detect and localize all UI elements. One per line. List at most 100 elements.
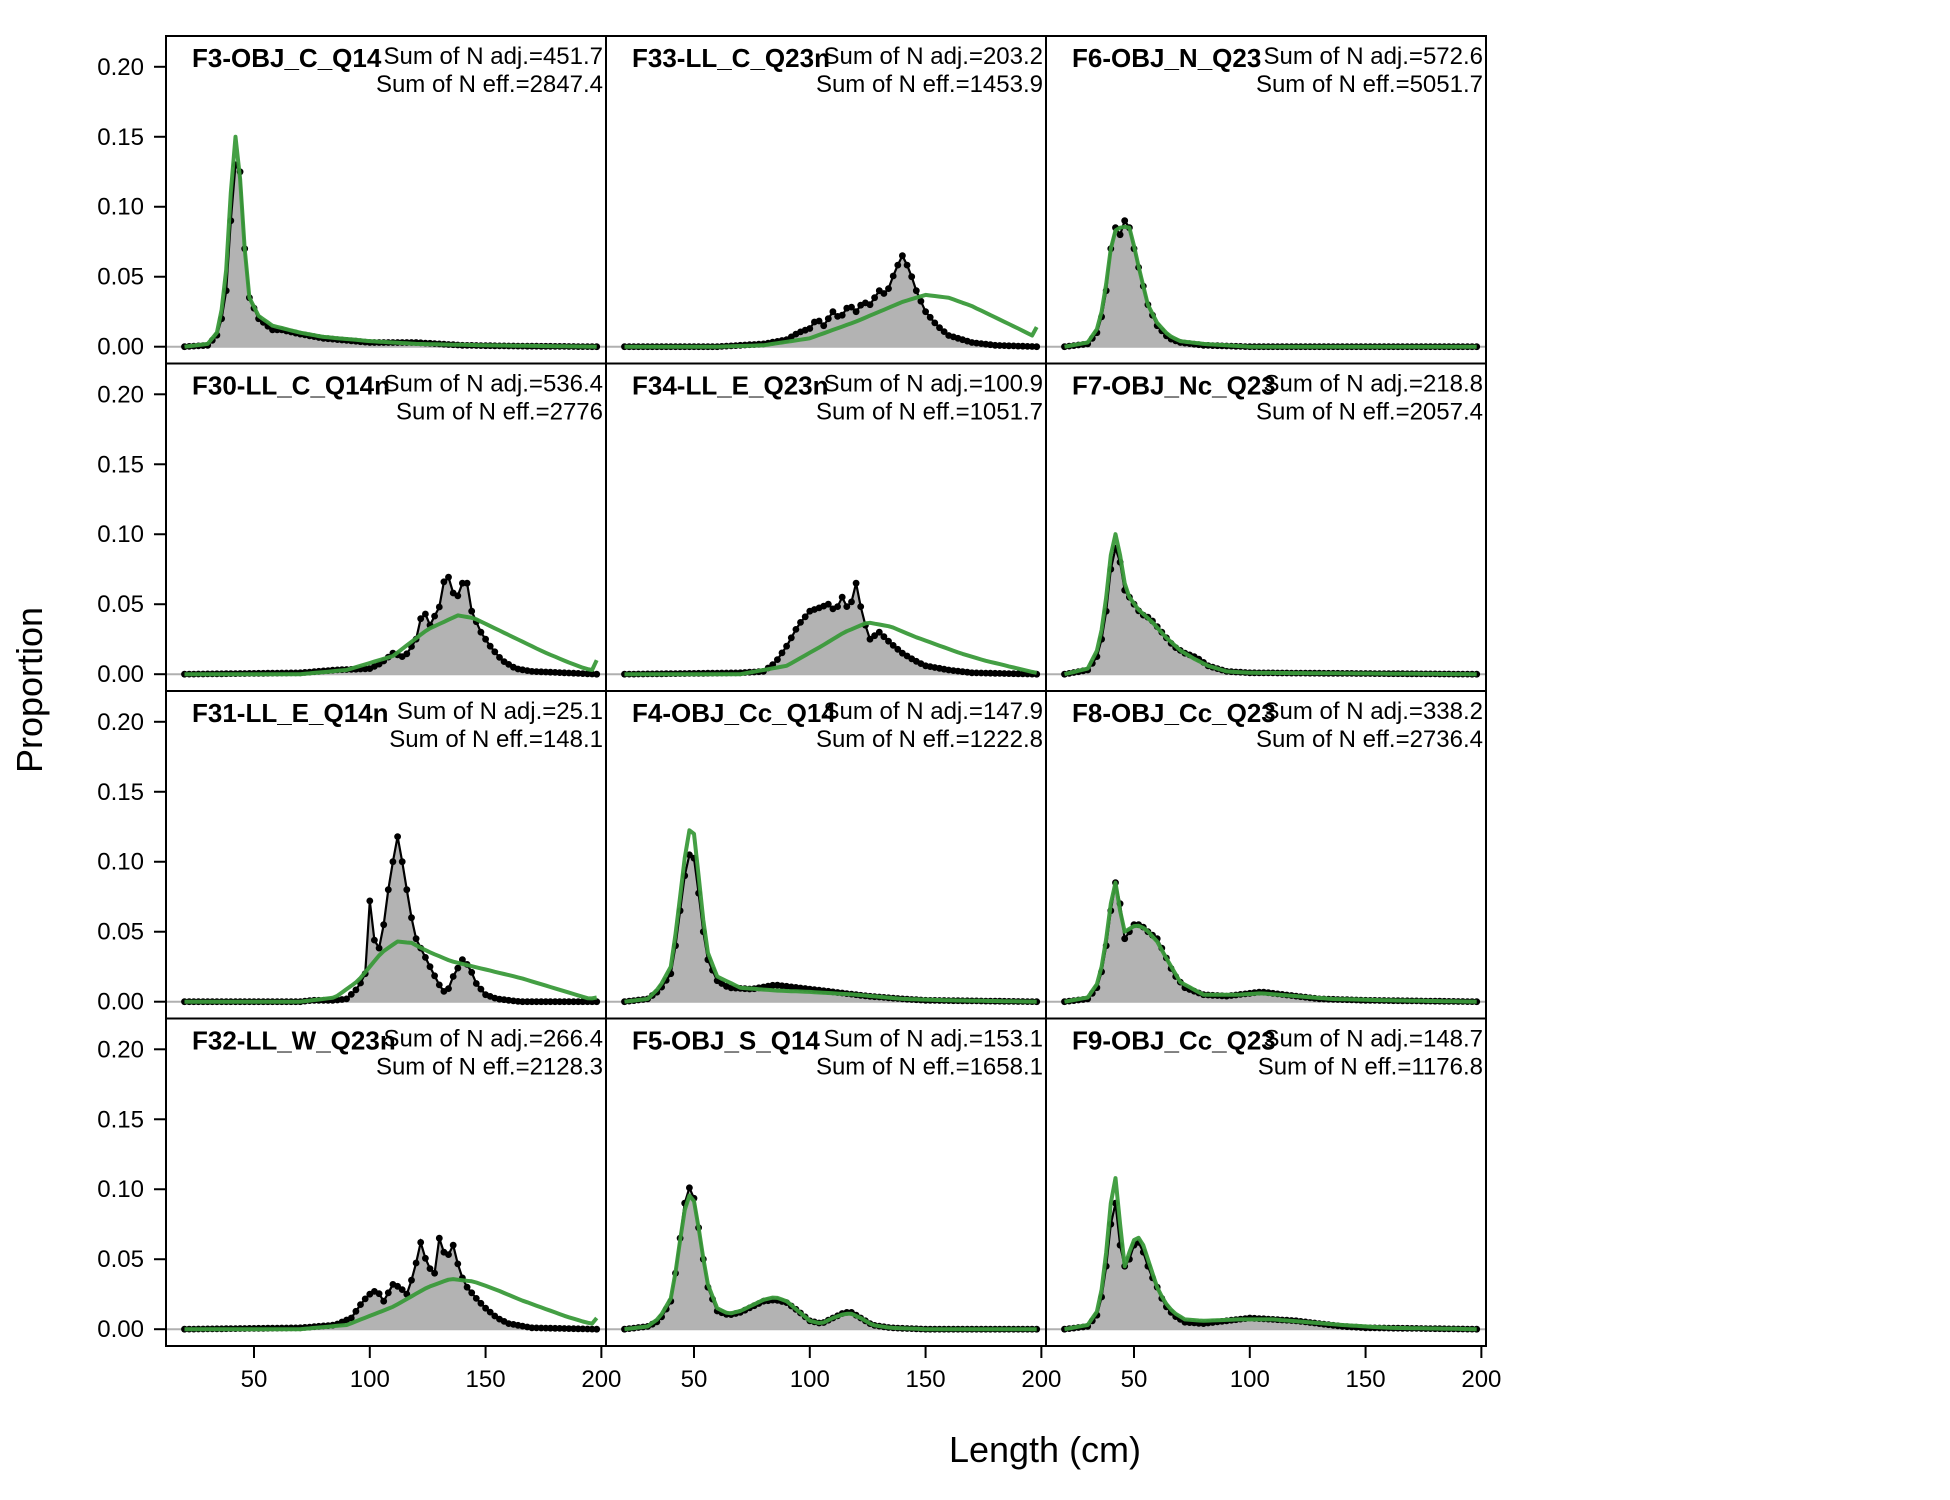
observed-point [894,261,902,269]
observed-point [579,998,587,1006]
panel-stat-eff: Sum of N eff.=2128.3 [376,1054,603,1081]
expected-line [184,1277,599,1332]
observed-point [778,649,786,657]
observed-point [894,645,902,653]
y-tick-label: 0.15 [97,124,144,151]
y-tick-label: 0.00 [97,661,144,688]
observed-point [477,628,485,636]
observed-point [408,914,415,922]
observed-point [426,1265,434,1272]
panel-title: F34-LL_E_Q23n [632,371,829,401]
y-tick-label: 0.15 [97,1106,144,1133]
observed-point [593,998,601,1006]
observed-point [880,633,888,641]
observed-point [565,1325,573,1332]
panel-stat-eff: Sum of N eff.=1051.7 [816,399,1043,426]
panel-title: F31-LL_E_Q14n [192,698,389,728]
expected-line [1064,880,1477,1004]
observed-point [431,612,438,620]
panel-title: F3-OBJ_C_Q14 [192,43,382,73]
panel-title: F5-OBJ_S_Q14 [632,1026,820,1056]
observed-point [824,600,832,608]
observed-point [408,1276,415,1284]
panel-stat-adj: Sum of N adj.=536.4 [384,371,603,398]
observed-point [403,650,411,658]
observed-point [380,921,388,929]
observed-point [852,579,860,587]
observed-point [866,635,874,643]
panel-stat-adj: Sum of N adj.=147.9 [824,698,1043,725]
observed-point [973,669,980,677]
observed-point [352,1307,360,1315]
observed-point [477,1299,485,1307]
panel-stat-eff: Sum of N eff.=1658.1 [816,1054,1043,1081]
observed-point [445,985,452,992]
observed-point [375,1290,383,1298]
observed-point [593,1325,601,1333]
panel-stat-adj: Sum of N adj.=153.1 [824,1026,1043,1053]
y-tick-label: 0.10 [97,194,144,221]
observed-point [547,998,554,1006]
observed-point [398,1286,406,1293]
axes: 0.00 0.05 0.10 0.15 0.20 0.00 0.05 0.10 0.15 0.20… [97,54,1501,1393]
panel-title: F6-OBJ_N_Q23 [1072,43,1261,73]
observed-point [908,273,916,281]
observed-point [347,991,355,998]
observed-point [343,995,350,1003]
observed-point [417,615,425,623]
observed-point [857,603,865,610]
observed-point [1033,343,1041,351]
observed-point [384,886,392,894]
observed-point [848,598,855,606]
observed-point [440,578,448,586]
observed-point [903,261,911,269]
observed-point [412,1259,420,1267]
y-tick-label: 0.05 [97,264,144,291]
observed-point [468,607,476,615]
observed-point [787,634,795,642]
x-tick-label: 50 [681,1366,708,1393]
panel-stat-adj: Sum of N adj.=218.8 [1264,371,1483,398]
observed-area [184,1238,597,1330]
observed-point [792,626,800,633]
observed-point [454,1260,462,1268]
expected-line [184,939,598,1004]
observed-point [926,313,934,321]
observed-point [380,1297,388,1305]
panel-title: F4-OBJ_Cc_Q14 [632,698,836,728]
observed-point [829,308,837,316]
observed-area [1064,882,1477,1002]
observed-point [922,308,929,316]
observed-point [940,328,948,335]
panel-stat-adj: Sum of N adj.=572.6 [1264,43,1483,70]
x-tick-label: 200 [1021,1366,1061,1393]
x-tick-label: 100 [790,1366,830,1393]
expected-line [1064,224,1477,349]
observed-point [899,252,906,260]
observed-point [774,656,781,663]
observed-point [445,573,452,581]
observed-point [459,956,466,964]
observed-point [848,303,855,311]
observed-point [889,642,897,649]
observed-point [375,944,383,952]
y-tick-label: 0.20 [97,381,144,408]
observed-area [1064,220,1477,347]
panel-title: F9-OBJ_Cc_Q23 [1072,1026,1276,1056]
observed-point [769,981,777,989]
observed-area [184,164,597,347]
panel-frame [1045,1017,1487,1347]
observed-point [686,1184,693,1192]
y-tick-label: 0.20 [97,54,144,81]
expected-line [184,134,597,349]
y-tick-label: 0.20 [97,709,144,736]
observed-point [579,1325,587,1333]
x-tick-label: 100 [350,1366,390,1393]
panel-title: F30-LL_C_Q14n [192,371,390,401]
observed-point [1005,342,1013,350]
